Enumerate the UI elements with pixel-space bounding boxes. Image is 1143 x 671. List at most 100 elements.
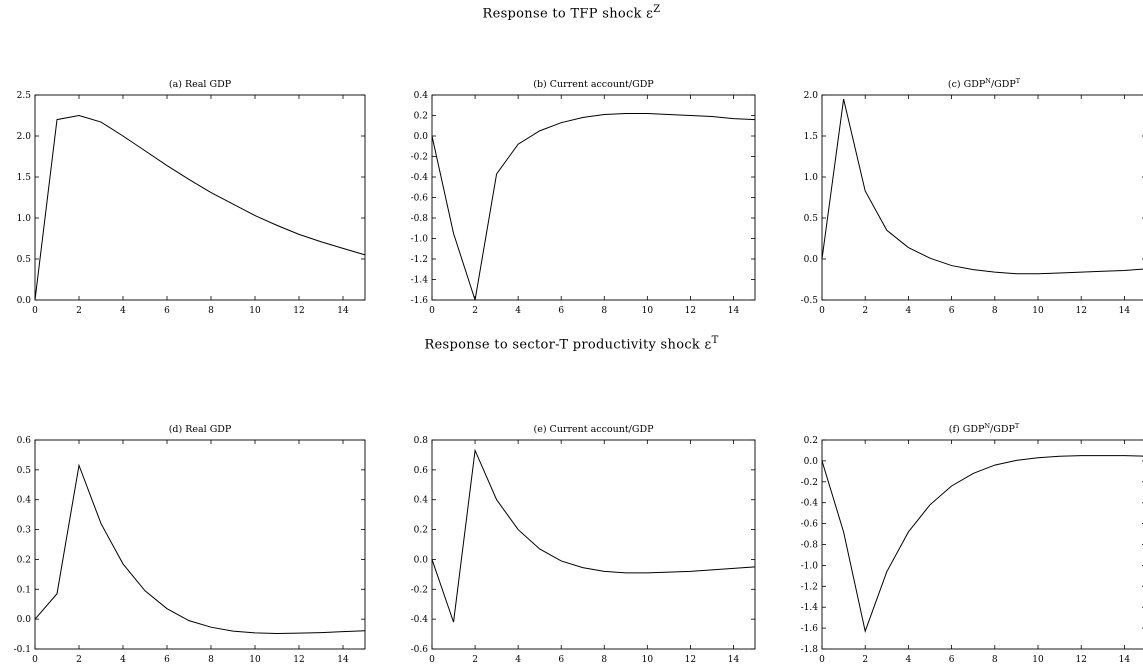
y-tick-label: 0.4	[414, 91, 429, 101]
y-tick-label: -1.6	[411, 296, 429, 306]
y-tick-label: 0.0	[804, 255, 819, 265]
y-tick-label: -0.4	[411, 615, 429, 625]
x-tick-label: 2	[862, 306, 868, 316]
y-tick-label: 0.5	[804, 214, 819, 224]
plot-frame	[431, 439, 756, 650]
plot-frame	[821, 94, 1143, 301]
x-tick-label: 12	[1075, 655, 1086, 665]
x-tick-label: 14	[337, 655, 349, 665]
y-tick-label: -0.5	[801, 296, 819, 306]
row-title-tfp: Response to TFP shock εZ	[0, 4, 1143, 21]
x-tick-label: 4	[120, 306, 126, 316]
x-tick-label: 6	[164, 655, 170, 665]
x-tick-label: 10	[1032, 655, 1044, 665]
y-tick-label: 0.0	[414, 555, 429, 565]
row-title-tfp-text: Response to TFP shock ε	[482, 6, 654, 22]
x-tick-label: 4	[120, 655, 126, 665]
plot-frame	[34, 439, 366, 650]
x-tick-label: 4	[515, 655, 521, 665]
x-tick-label: 8	[208, 306, 214, 316]
x-tick-label: 12	[685, 655, 696, 665]
y-tick-label: 1.5	[17, 173, 32, 183]
x-tick-label: 0	[429, 655, 435, 665]
series-line	[431, 448, 756, 623]
y-tick-label: 2.0	[17, 132, 32, 142]
chart-c: (c) GDPN/GDPT -0.5 0.0 0.5 1.0 1.5 2.0 0 2 4 6 8 10 1…	[801, 77, 1143, 316]
chart-title: (c) GDPN/GDPT	[948, 77, 1021, 90]
y-tick-label: 2.5	[17, 91, 32, 101]
x-tick-label: 8	[601, 306, 607, 316]
y-tick-label: -1.4	[801, 603, 819, 613]
y-tick-label: 0.0	[17, 615, 32, 625]
x-tick-label: 10	[249, 306, 261, 316]
y-tick-label: -0.1	[14, 645, 31, 655]
x-tick-label: 8	[208, 655, 214, 665]
y-tick-label: 0.8	[414, 436, 429, 446]
chart-a: (a) Real GDP 0.0 0.5 1.0 1.5 2.0 2.5 0 2 4 6 8 10 12 1…	[17, 79, 366, 316]
y-tick-label: -0.4	[411, 173, 429, 183]
x-tick-label: 10	[642, 306, 654, 316]
y-tick-label: -1.2	[801, 582, 818, 592]
x-tick-label: 14	[1119, 655, 1131, 665]
y-tick-label: -1.8	[801, 645, 819, 655]
chart-b: (b) Current account/GDP -1.6 -1.4 -1.2 -1.0 -…	[411, 79, 756, 316]
x-tick-label: 14	[728, 306, 740, 316]
x-tick-label: 14	[337, 306, 349, 316]
y-tick-label: 0.0	[17, 296, 32, 306]
y-tick-label: 0.5	[17, 255, 32, 265]
x-tick-label: 0	[819, 655, 825, 665]
y-tick-label: 0.2	[804, 436, 818, 446]
row-title-sector-t: Response to sector-T productivity shock …	[0, 335, 1143, 352]
y-tick-label: -0.2	[411, 153, 428, 163]
y-tick-label: 0.0	[804, 457, 819, 467]
plot-frame	[34, 94, 366, 301]
chart-title: (e) Current account/GDP	[534, 424, 655, 435]
y-tick-label: 1.0	[17, 214, 32, 224]
x-tick-label: 6	[164, 306, 170, 316]
y-tick-label: 0.3	[17, 526, 32, 536]
x-tick-label: 0	[32, 655, 38, 665]
y-tick-label: 2.0	[804, 91, 819, 101]
row-title-sector-t-text: Response to sector-T productivity shock …	[424, 337, 712, 353]
x-tick-label: 8	[601, 655, 607, 665]
x-tick-label: 0	[429, 306, 435, 316]
x-tick-label: 2	[472, 306, 478, 316]
x-tick-label: 0	[819, 306, 825, 316]
x-tick-label: 10	[642, 655, 654, 665]
y-tick-label: -0.6	[411, 194, 429, 204]
series-line	[431, 112, 756, 301]
y-tick-label: 0.4	[414, 496, 429, 506]
y-tick-label: 0.5	[17, 466, 32, 476]
x-tick-label: 4	[515, 306, 521, 316]
x-tick-label: 4	[906, 306, 912, 316]
y-tick-label: -0.4	[801, 499, 819, 509]
chart-e: (e) Current account/GDP -0.6 -0.4 -0.2 0.0 0.…	[411, 424, 756, 665]
x-tick-label: 12	[1075, 306, 1086, 316]
y-tick-label: -0.2	[411, 585, 428, 595]
x-tick-label: 14	[728, 655, 740, 665]
y-tick-label: 0.0	[414, 132, 429, 142]
series-line	[821, 455, 1143, 634]
chart-title: (b) Current account/GDP	[533, 79, 654, 90]
x-tick-label: 2	[76, 655, 82, 665]
series-line	[34, 463, 366, 634]
x-tick-label: 4	[906, 655, 912, 665]
x-tick-label: 8	[992, 306, 998, 316]
x-tick-label: 6	[949, 655, 955, 665]
x-tick-label: 8	[992, 655, 998, 665]
y-tick-label: 0.2	[17, 555, 31, 565]
y-tick-label: -1.4	[411, 276, 429, 286]
x-tick-label: 12	[293, 306, 304, 316]
x-tick-label: 0	[32, 306, 38, 316]
x-tick-label: 6	[558, 655, 564, 665]
y-tick-label: 1.5	[804, 132, 819, 142]
y-tick-label: -1.0	[411, 235, 429, 245]
x-tick-label: 10	[249, 655, 261, 665]
chart-f: (f) GDPN/GDPT -1.8 -1.6 -1.4 -1.2 -1.0 -0.8 -0.…	[801, 422, 1143, 665]
x-tick-label: 2	[862, 655, 868, 665]
y-tick-label: -0.8	[801, 541, 819, 551]
y-tick-label: -1.0	[801, 561, 819, 571]
y-tick-label: -0.2	[801, 478, 818, 488]
x-tick-label: 6	[558, 306, 564, 316]
y-tick-label: -0.8	[411, 214, 429, 224]
